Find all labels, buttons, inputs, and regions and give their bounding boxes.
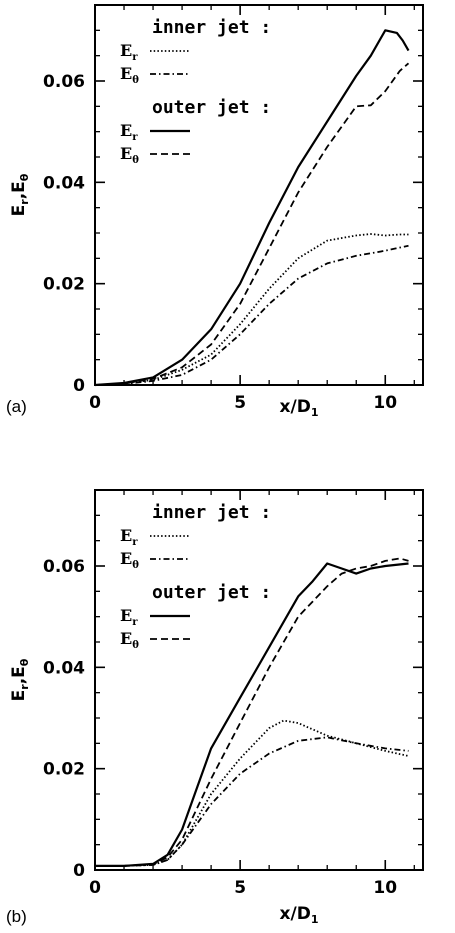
y-tick-label: 0.06 [43,557,85,577]
series-line-inner-jet-etheta [94,244,409,386]
x-axis-label: x/D1 [280,397,319,419]
legend-label: Eθ [120,549,139,571]
plot-frame [94,489,424,871]
x-axis-label: x/D1 [280,904,319,926]
legend-label: Eθ [120,629,139,651]
y-tick-label: 0.04 [43,658,85,678]
plot-frame [94,4,424,386]
y-tick-label: 0 [73,376,85,396]
legend-label: Eθ [120,64,139,86]
y-tick-label: 0.02 [43,760,85,780]
y-axis-label: Er,Eθ [9,173,31,216]
y-tick-label: 0.04 [43,173,85,193]
y-axis-label: Er,Eθ [9,658,31,701]
y-tick-label: 0.06 [43,72,85,92]
series-line-outer-jet-etheta [95,557,409,867]
legend-title: outer jet : [152,582,271,603]
panel-label: (b) [6,907,27,926]
x-tick-label: 5 [234,393,246,413]
y-tick-label: 0 [73,861,85,881]
chart-panel-b: 0 5 10 0 0.02 0.04 0.06 x/D1 Er,Eθ (b) inner jet :… [6,489,424,926]
legend-label: Er [120,41,138,63]
series-line-outer-jet-er [95,562,409,868]
panel-label: (a) [6,397,27,416]
series-line-inner-jet-er [94,233,409,386]
series-line-inner-jet-er [95,719,409,867]
legend-title: inner jet : [152,17,271,38]
legend-label: Er [120,121,138,143]
legend-label: Er [120,606,138,628]
series-line-inner-jet-etheta [95,736,409,867]
series-line-outer-jet-er [94,29,410,387]
x-tick-label: 5 [234,878,246,898]
y-tick-label: 0.02 [43,275,85,295]
chart-panel-a: 0 5 10 0 0.02 0.04 0.06 x/D1 Er,Eθ (a) inner jet :… [6,4,424,419]
legend-title: inner jet : [152,502,271,523]
x-tick-label: 10 [373,878,397,898]
x-tick-label: 0 [89,878,101,898]
legend-title: outer jet : [152,97,271,118]
legend-label: Er [120,526,138,548]
x-tick-label: 10 [373,393,397,413]
x-tick-label: 0 [89,393,101,413]
legend-label: Eθ [120,144,139,166]
series-line-outer-jet-etheta [94,62,410,386]
